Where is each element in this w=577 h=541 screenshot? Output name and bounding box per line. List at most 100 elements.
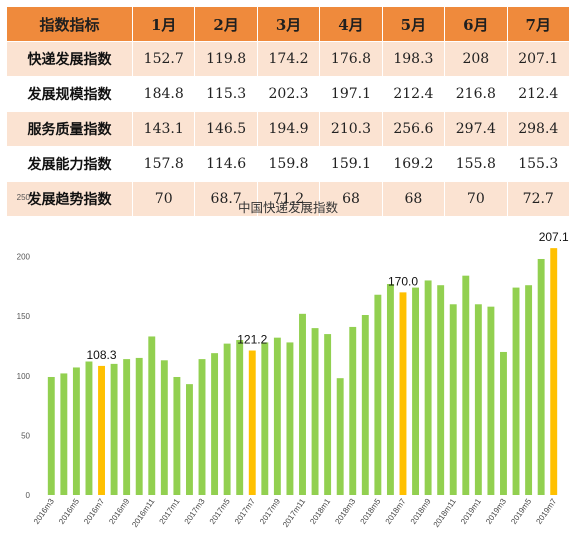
bar bbox=[349, 326, 357, 495]
x-tick-label: 2018m1 bbox=[308, 497, 332, 526]
row-label: 服务质量指数 bbox=[6, 111, 133, 147]
table-cell: 68.7 bbox=[194, 181, 258, 217]
table-cell: 159.1 bbox=[319, 146, 383, 182]
table-cell: 194.9 bbox=[256, 111, 321, 147]
x-tick-label: 2019m1 bbox=[459, 497, 483, 526]
table-cell: 207.1 bbox=[506, 41, 571, 77]
row-label: 快递发展指数 bbox=[6, 41, 133, 77]
table-cell: 174.2 bbox=[256, 41, 321, 77]
data-label: 108.3 bbox=[87, 348, 117, 362]
header-cell-month: 2月 bbox=[194, 6, 258, 42]
table-cell: 297.4 bbox=[444, 111, 508, 147]
x-tick-label: 2017m3 bbox=[183, 497, 207, 526]
x-tick-label: 2018m5 bbox=[359, 497, 383, 526]
table-cell: 212.4 bbox=[381, 76, 446, 112]
bar bbox=[273, 337, 281, 495]
header-cell-month: 3月 bbox=[256, 6, 321, 42]
table-cell: 71.2 bbox=[256, 181, 321, 217]
bar bbox=[512, 287, 520, 495]
bar bbox=[412, 287, 419, 495]
table-cell: 68 bbox=[319, 181, 383, 217]
bar bbox=[386, 284, 394, 495]
x-tick-label: 2016m5 bbox=[57, 497, 81, 526]
bar-highlight bbox=[550, 248, 558, 495]
table-cell: 146.5 bbox=[194, 111, 258, 147]
bar bbox=[186, 384, 193, 495]
x-tick-label: 2017m11 bbox=[281, 497, 307, 529]
table-cell: 159.8 bbox=[256, 146, 321, 182]
header-cell-month: 1月 bbox=[131, 6, 196, 42]
table-cell: 72.7 bbox=[506, 181, 571, 217]
bar bbox=[361, 315, 369, 495]
x-tick-label: 2017m9 bbox=[258, 497, 282, 526]
bar bbox=[60, 373, 68, 495]
table-cell: 152.7 bbox=[131, 41, 196, 77]
bar bbox=[336, 378, 344, 495]
header-cell-indicator: 指数指标 bbox=[6, 6, 133, 42]
header-cell-month: 7月 bbox=[506, 6, 571, 42]
bar bbox=[462, 275, 470, 495]
row-label: 发展规模指数 bbox=[6, 76, 133, 112]
table-row: 发展规模指数 184.8 115.3 202.3 197.1 212.4 216.8 212.… bbox=[6, 76, 571, 112]
data-label: 207.1 bbox=[539, 230, 569, 244]
x-tick-label: 2016m7 bbox=[82, 497, 106, 526]
table-cell: 143.1 bbox=[131, 111, 196, 147]
bar bbox=[261, 342, 269, 495]
table-cell: 157.8 bbox=[131, 146, 196, 182]
table-cell: 198.3 bbox=[381, 41, 446, 77]
express-index-chart: 中国快递发展指数 0 50 100 150 200 250 108.3 121.2 170.0… bbox=[17, 193, 569, 529]
table-cell: 68 bbox=[381, 181, 446, 217]
x-tick-label: 2016m3 bbox=[32, 497, 56, 526]
bar bbox=[47, 376, 55, 495]
table-row: 发展趋势指数 70 68.7 71.2 68 68 70 72.7 bbox=[6, 181, 571, 217]
y-tick-label: 50 bbox=[21, 431, 30, 440]
bar bbox=[500, 351, 507, 495]
bar bbox=[311, 328, 319, 495]
bar bbox=[537, 258, 545, 495]
table-cell: 216.8 bbox=[444, 76, 508, 112]
x-tick-label: 2016m9 bbox=[107, 497, 131, 526]
header-cell-month: 4月 bbox=[319, 6, 383, 42]
chart-title: 中国快递发展指数 bbox=[238, 200, 339, 215]
x-tick-label: 2018m7 bbox=[384, 497, 408, 526]
bar bbox=[424, 280, 432, 495]
table-cell: 197.1 bbox=[319, 76, 383, 112]
x-tick-label: 2017m7 bbox=[233, 497, 257, 526]
table-row: 发展能力指数 157.8 114.6 159.8 159.1 169.2 155.8 155.… bbox=[6, 146, 571, 182]
y-tick-label: 250 bbox=[17, 193, 31, 202]
bar bbox=[449, 304, 457, 495]
x-tick-label: 2019m3 bbox=[484, 497, 508, 526]
bar bbox=[72, 367, 80, 495]
bar bbox=[299, 313, 306, 495]
table-cell: 210.3 bbox=[319, 111, 383, 147]
table-cell: 119.8 bbox=[194, 41, 258, 77]
table-cell: 114.6 bbox=[194, 146, 258, 182]
bar bbox=[123, 359, 131, 495]
x-tick-label: 2018m11 bbox=[432, 497, 458, 529]
bar bbox=[148, 336, 156, 495]
table-cell: 169.2 bbox=[381, 146, 446, 182]
bar bbox=[374, 294, 382, 495]
y-tick-label: 150 bbox=[17, 312, 31, 321]
table-cell: 202.3 bbox=[256, 76, 321, 112]
table-cell: 256.6 bbox=[381, 111, 446, 147]
bar bbox=[487, 306, 495, 495]
table-row: 服务质量指数 143.1 146.5 194.9 210.3 256.6 297.4 298.… bbox=[6, 111, 571, 147]
row-label: 发展能力指数 bbox=[6, 146, 133, 182]
table-cell: 298.4 bbox=[506, 111, 571, 147]
table-cell: 155.8 bbox=[444, 146, 508, 182]
x-tick-label: 2017m1 bbox=[158, 497, 182, 526]
header-cell-month: 6月 bbox=[444, 6, 508, 42]
bar bbox=[286, 342, 294, 495]
bar bbox=[525, 285, 533, 495]
bar bbox=[85, 361, 93, 495]
y-tick-label: 100 bbox=[17, 372, 31, 381]
bar bbox=[173, 376, 181, 495]
bar bbox=[324, 334, 332, 495]
bar bbox=[236, 340, 244, 495]
x-tick-label: 2018m9 bbox=[409, 497, 433, 526]
table-cell: 70 bbox=[131, 181, 196, 217]
x-tick-label: 2019m5 bbox=[509, 497, 533, 526]
header-cell-month: 5月 bbox=[381, 6, 446, 42]
bar bbox=[223, 343, 231, 495]
